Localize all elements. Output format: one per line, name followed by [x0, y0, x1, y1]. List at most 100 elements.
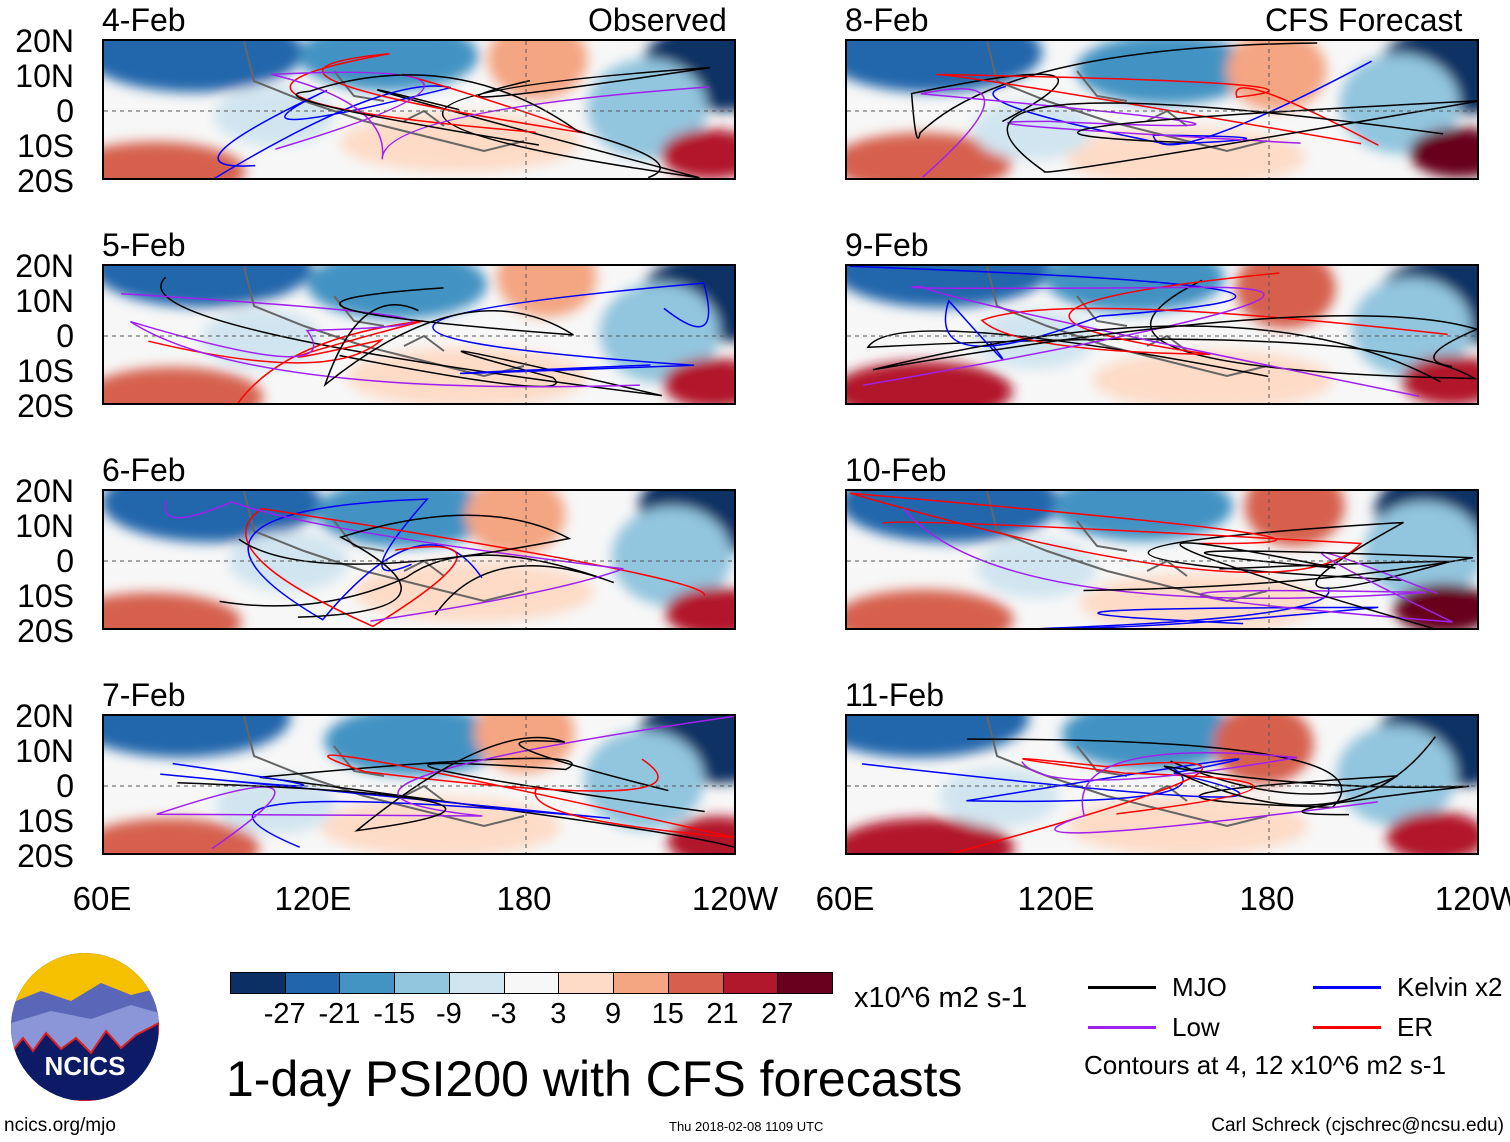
lat-label: 0	[56, 768, 74, 804]
anomaly-shading	[611, 506, 732, 607]
map-panel	[845, 264, 1479, 405]
anomaly-shading	[201, 308, 322, 369]
anomaly-shading	[104, 41, 304, 93]
map-panel	[845, 489, 1479, 630]
colorbar-label: -9	[436, 998, 462, 1030]
colorbar-swatch	[722, 972, 779, 994]
panel-date-label: 9-Feb	[845, 227, 929, 263]
anomaly-shading	[939, 767, 1060, 828]
wave-contour	[219, 554, 615, 616]
anomaly-shading	[587, 58, 708, 159]
wave-contour	[1163, 736, 1470, 816]
anomaly-shading	[1213, 716, 1314, 785]
legend-label: ER	[1397, 1012, 1434, 1042]
lat-label: 10S	[17, 578, 74, 614]
wave-contour	[377, 66, 711, 178]
anomaly-shading	[974, 309, 1095, 370]
lat-label: 20N	[15, 23, 74, 59]
colorbar-swatch	[667, 972, 724, 994]
panel-date-label: 7-Feb	[102, 677, 186, 713]
anomaly-shading	[1394, 583, 1477, 628]
footer-author: Carl Schreck (cjschrec@ncsu.edu)	[1211, 1115, 1504, 1136]
anomaly-shading	[660, 129, 734, 178]
wave-contour	[245, 507, 705, 628]
colorbar-swatch	[777, 972, 833, 994]
lon-label: 120W	[691, 880, 779, 917]
lat-label: 20N	[15, 473, 74, 509]
legend-line	[1088, 1026, 1156, 1029]
wave-contour	[1021, 752, 1378, 834]
anomaly-shading	[847, 716, 1030, 758]
lat-label: 20S	[17, 163, 74, 199]
anomaly-shading	[104, 266, 313, 308]
colorbar-swatch	[448, 972, 505, 994]
colorbar-swatch	[284, 972, 341, 994]
anomaly-shading	[665, 587, 734, 628]
lat-label: 10N	[15, 508, 74, 544]
anomaly-shading	[340, 112, 581, 173]
figure-title: 1-day PSI200 with CFS forecasts	[226, 1051, 963, 1107]
anomaly-shading	[1044, 266, 1225, 313]
anomaly-shading	[104, 592, 242, 628]
anomaly-shading	[1409, 127, 1477, 178]
wave-contour	[862, 285, 1420, 397]
colorbar-label: -3	[490, 998, 517, 1030]
legend-label: Low	[1172, 1012, 1220, 1042]
lat-label: 10S	[17, 353, 74, 389]
map-panel	[845, 714, 1479, 855]
lon-label: 180	[1239, 880, 1295, 917]
lat-label: 20N	[15, 248, 74, 284]
anomaly-shading	[847, 491, 1061, 543]
wave-contour	[1147, 521, 1450, 589]
observed-label: Observed	[588, 2, 727, 38]
anomaly-shading	[487, 41, 588, 100]
anomaly-shading	[847, 132, 1012, 178]
lat-label: 10N	[15, 733, 74, 769]
colorbar-units: x10^6 m2 s-1	[854, 982, 1028, 1014]
forecast-label: CFS Forecast	[1265, 2, 1463, 38]
anomaly-shading	[104, 491, 322, 543]
legend-line	[1313, 1026, 1381, 1029]
anomaly-shading	[972, 100, 1093, 161]
colorbar-label: 9	[605, 998, 622, 1030]
anomaly-shading	[1093, 350, 1333, 403]
footer-url[interactable]: ncics.org/mjo	[4, 1115, 116, 1136]
lon-label: 60E	[72, 880, 132, 917]
lat-label: 20S	[17, 613, 74, 649]
lon-label: 120E	[274, 880, 352, 917]
wave-contour	[271, 71, 710, 160]
lat-label: 10N	[15, 58, 74, 94]
wave-contour	[980, 272, 1448, 356]
legend-line	[1313, 986, 1381, 989]
legend-label: MJO	[1172, 972, 1227, 1002]
anomaly-shading	[847, 41, 1043, 93]
lat-label: 0	[56, 318, 74, 354]
wave-contour	[177, 736, 669, 832]
map-panel	[845, 39, 1479, 180]
anomaly-shading	[847, 589, 1014, 628]
legend-label: Kelvin x2	[1397, 972, 1503, 1002]
lon-label: 120W	[1434, 880, 1510, 917]
anomaly-shading	[1401, 355, 1477, 403]
colorbar-label: 3	[550, 998, 567, 1030]
anomaly-shading	[307, 266, 488, 320]
panel-date-label: 4-Feb	[102, 2, 186, 38]
wave-contour	[213, 85, 452, 178]
lon-label: 180	[496, 880, 552, 917]
anomaly-shading	[663, 358, 734, 403]
wave-contour	[432, 282, 710, 375]
wave-contour	[164, 500, 624, 622]
map-panel	[102, 714, 736, 855]
lat-label: 0	[56, 93, 74, 129]
ncics-logo: NCICS	[11, 953, 159, 1101]
wave-contour	[920, 87, 1301, 178]
anomaly-shading	[347, 347, 588, 403]
colorbar-label: -21	[318, 998, 361, 1030]
colorbar-swatch	[503, 972, 560, 994]
wave-contour	[936, 73, 1379, 146]
anomaly-shading	[599, 282, 720, 383]
anomaly-shading	[315, 491, 496, 548]
anomaly-shading	[298, 41, 479, 91]
anomaly-shading	[104, 367, 264, 403]
